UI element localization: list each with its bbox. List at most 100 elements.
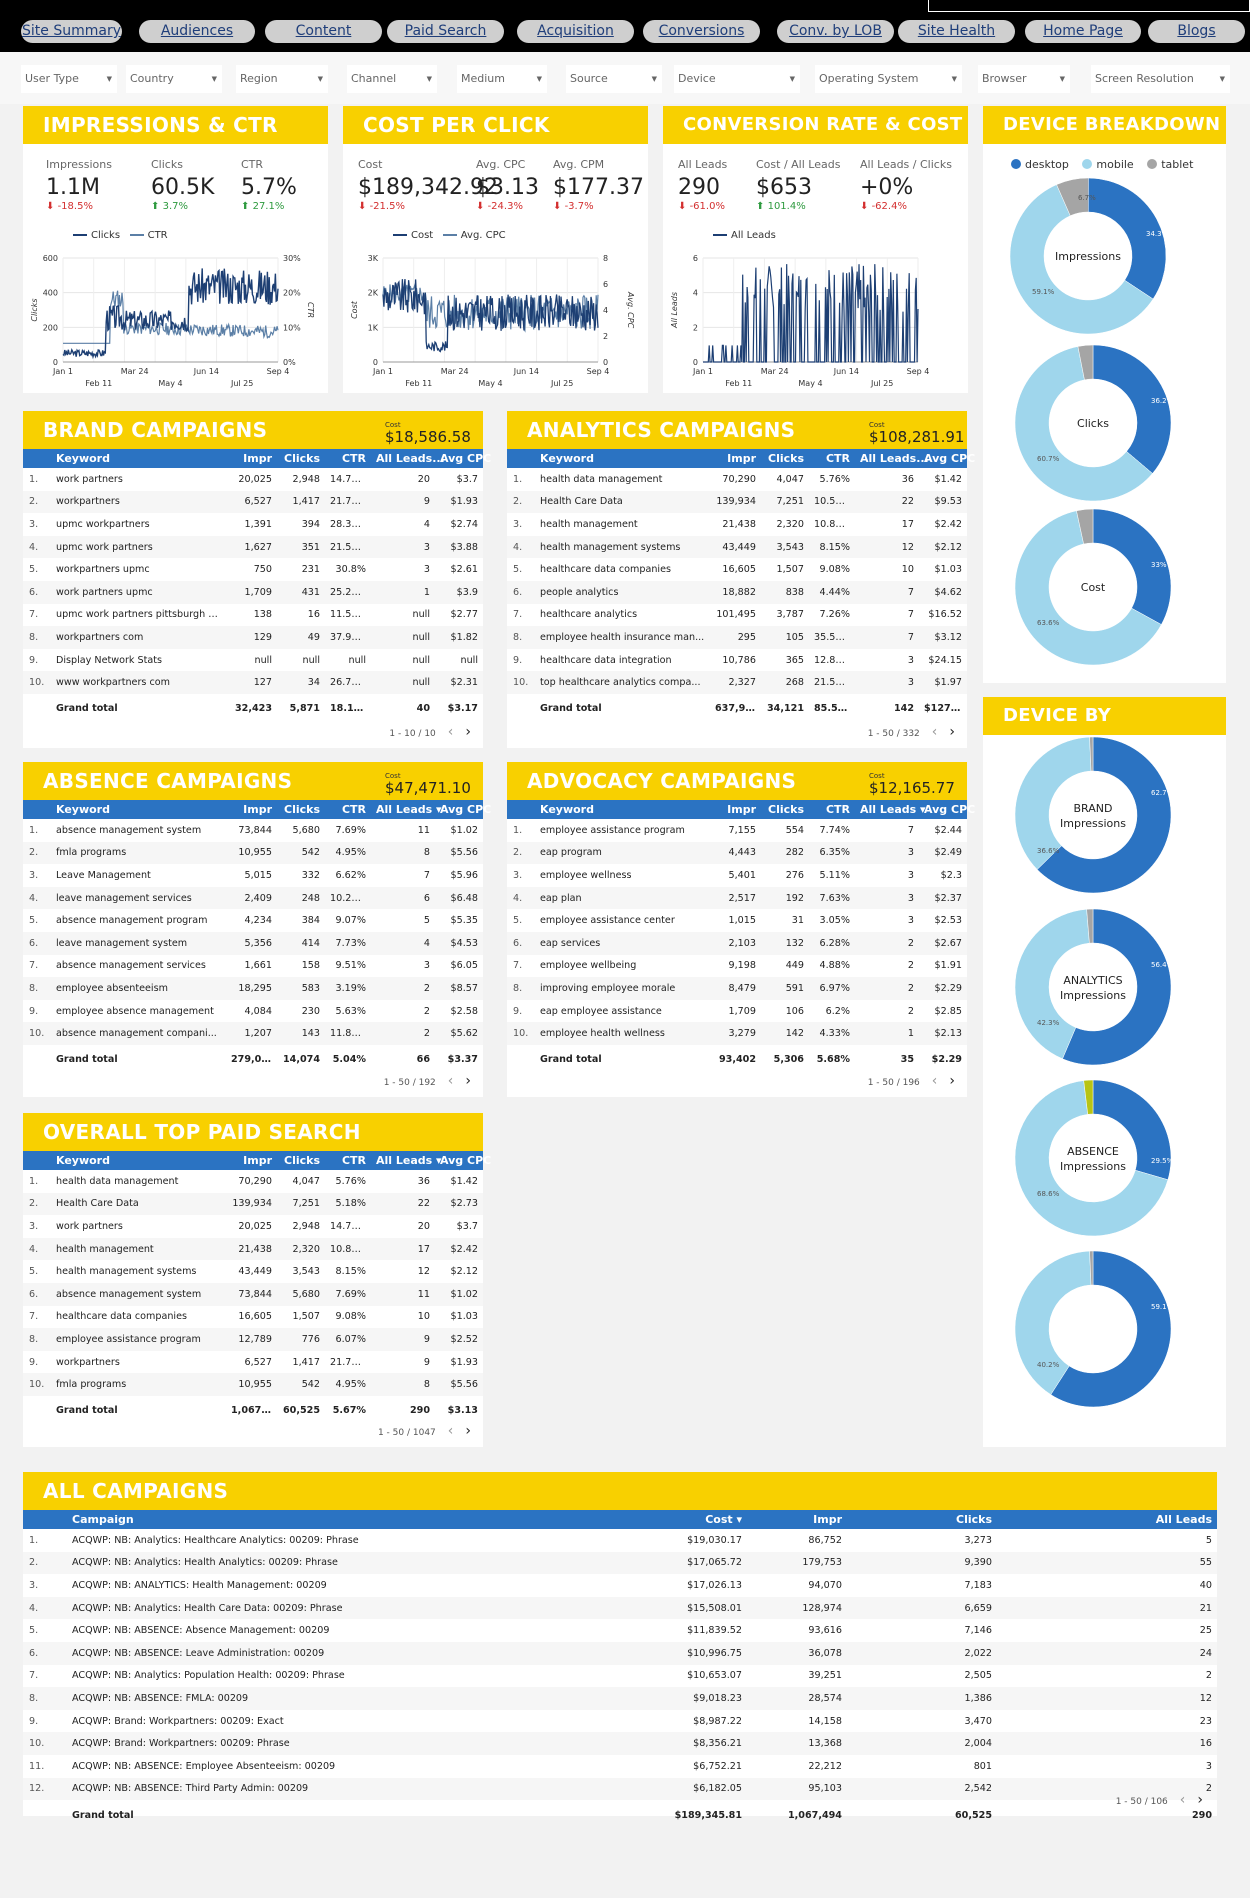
- table-row[interactable]: 2. Health Care Data 139,934 7,251 5.18% 22 $2.…: [23, 1192, 483, 1216]
- column-header[interactable]: Impr: [710, 800, 761, 819]
- table-row[interactable]: 9. healthcare data integration 10,786 365 12…: [507, 649, 967, 672]
- column-header[interactable]: Avg CPC: [435, 449, 491, 468]
- prev-page-icon[interactable]: ‹: [447, 1423, 454, 1439]
- table-row[interactable]: 7. absence management services 1,661 158 9.5…: [23, 955, 483, 978]
- column-header[interactable]: CTR: [325, 449, 371, 468]
- column-header[interactable]: CTR: [325, 800, 371, 819]
- table-row[interactable]: 7. ACQWP: NB: Analytics: Population Healt…: [23, 1665, 1217, 1688]
- nav-tab-home-page[interactable]: Home Page: [1025, 20, 1141, 43]
- filter-region[interactable]: Region ▼: [236, 65, 328, 93]
- filter-country[interactable]: Country ▼: [126, 65, 222, 93]
- table-row[interactable]: 11. ACQWP: NB: ABSENCE: Employee Absentee…: [23, 1755, 1217, 1778]
- table-row[interactable]: 8. employee health insurance man... 295 105…: [507, 626, 967, 649]
- column-header[interactable]: Avg CPC: [919, 800, 975, 819]
- nav-tab-audiences[interactable]: Audiences: [139, 20, 255, 43]
- table-row[interactable]: 6. ACQWP: NB: ABSENCE: Leave Administrati…: [23, 1641, 1217, 1665]
- table-row[interactable]: 2. ACQWP: NB: Analytics: Health Analytics…: [23, 1551, 1217, 1575]
- table-row[interactable]: 9. eap employee assistance 1,709 106 6.2% 2 $2…: [507, 1000, 967, 1023]
- column-header[interactable]: All Leads ▾: [371, 800, 442, 819]
- column-header[interactable]: Keyword: [535, 449, 710, 468]
- column-header[interactable]: Campaign: [67, 1510, 447, 1529]
- table-row[interactable]: 6. absence management system 73,844 5,680 7.…: [23, 1282, 483, 1306]
- next-page-icon[interactable]: ›: [949, 1073, 955, 1089]
- table-row[interactable]: 5. healthcare data companies 16,605 1,507 9.…: [507, 558, 967, 581]
- table-row[interactable]: 8. improving employee morale 8,479 591 6.97%…: [507, 977, 967, 1000]
- table-row[interactable]: 5. health management systems 43,449 3,543 8.…: [23, 1260, 483, 1283]
- table-row[interactable]: 6. eap services 2,103 132 6.28% 2 $2.67: [507, 931, 967, 955]
- table-row[interactable]: 8. employee assistance program 12,789 776 6.…: [23, 1328, 483, 1351]
- table-row[interactable]: 2. eap program 4,443 282 6.35% 3 $2.49: [507, 841, 967, 865]
- nav-tab-site-summary[interactable]: Site Summary: [21, 20, 122, 43]
- column-header[interactable]: Clicks: [277, 800, 325, 819]
- table-row[interactable]: 4. health management systems 43,449 3,543 8.…: [507, 535, 967, 559]
- column-header[interactable]: Avg CPC: [435, 1151, 491, 1170]
- column-header[interactable]: Avg CPC: [919, 449, 975, 468]
- table-row[interactable]: 1. health data management 70,290 4,047 5.76%…: [507, 468, 967, 491]
- column-header[interactable]: Keyword: [535, 800, 710, 819]
- prev-page-icon[interactable]: ‹: [1179, 1792, 1186, 1808]
- column-header[interactable]: All Leads ▾: [855, 800, 926, 819]
- next-page-icon[interactable]: ›: [465, 1423, 471, 1439]
- nav-tab-blogs[interactable]: Blogs: [1148, 20, 1245, 43]
- column-header[interactable]: All Leads...: [855, 449, 929, 468]
- table-row[interactable]: 5. ACQWP: NB: ABSENCE: Absence Management…: [23, 1619, 1217, 1642]
- table-row[interactable]: 2. fmla programs 10,955 542 4.95% 8 $5.56: [23, 841, 483, 865]
- column-header[interactable]: Clicks: [761, 449, 809, 468]
- column-header[interactable]: Impr: [747, 1510, 847, 1529]
- column-header[interactable]: All Leads: [997, 1510, 1217, 1529]
- column-header[interactable]: Keyword: [51, 1151, 226, 1170]
- prev-page-icon[interactable]: ‹: [931, 724, 938, 740]
- table-row[interactable]: 9. employee absence management 4,084 230 5.6…: [23, 1000, 483, 1023]
- nav-tab-conversions[interactable]: Conversions: [643, 20, 760, 43]
- column-header[interactable]: Clicks: [277, 449, 325, 468]
- filter-screen-resolution[interactable]: Screen Resolution ▼: [1091, 65, 1230, 93]
- column-header[interactable]: All Leads...: [371, 449, 445, 468]
- table-row[interactable]: 7. upmc work partners pittsburgh p... 138 1…: [23, 604, 483, 627]
- table-row[interactable]: 5. employee assistance center 1,015 31 3.05%…: [507, 909, 967, 932]
- table-row[interactable]: 5. workpartners upmc 750 231 30.8% 3 $2.61: [23, 558, 483, 581]
- column-header[interactable]: Clicks: [277, 1151, 325, 1170]
- table-row[interactable]: 4. ACQWP: NB: Analytics: Health Care Data…: [23, 1596, 1217, 1620]
- filter-user-type[interactable]: User Type ▼: [21, 65, 117, 93]
- table-row[interactable]: 7. healthcare data companies 16,605 1,507 9.…: [23, 1306, 483, 1329]
- table-row[interactable]: 3. ACQWP: NB: ANALYTICS: Health Managemen…: [23, 1574, 1217, 1597]
- next-page-icon[interactable]: ›: [1197, 1792, 1203, 1808]
- column-header[interactable]: Keyword: [51, 449, 226, 468]
- table-row[interactable]: 3. upmc workpartners 1,391 394 28.32% 4 $2.74: [23, 513, 483, 536]
- prev-page-icon[interactable]: ‹: [931, 1073, 938, 1089]
- table-row[interactable]: 8. ACQWP: NB: ABSENCE: FMLA: 00209 $9,018.…: [23, 1687, 1217, 1710]
- column-header[interactable]: Impr: [226, 449, 277, 468]
- table-row[interactable]: 1. work partners 20,025 2,948 14.72% 20 $3.7: [23, 468, 483, 491]
- column-header[interactable]: CTR: [809, 449, 855, 468]
- table-row[interactable]: 12. ACQWP: NB: ABSENCE: Third Party Admin…: [23, 1777, 1217, 1801]
- table-row[interactable]: 10. www workpartners com 127 34 26.77% null $2…: [23, 671, 483, 694]
- table-row[interactable]: 5. absence management program 4,234 384 9.07…: [23, 909, 483, 932]
- table-row[interactable]: 7. healthcare analytics 101,495 3,787 7.26% 7…: [507, 604, 967, 627]
- nav-tab-conv-by-lob[interactable]: Conv. by LOB: [777, 20, 894, 43]
- nav-tab-content[interactable]: Content: [265, 20, 382, 43]
- table-row[interactable]: 9. ACQWP: Brand: Workpartners: 00209: Exa…: [23, 1710, 1217, 1733]
- next-page-icon[interactable]: ›: [465, 724, 471, 740]
- table-row[interactable]: 3. employee wellness 5,401 276 5.11% 3 $2.3: [507, 864, 967, 887]
- table-row[interactable]: 10. ACQWP: Brand: Workpartners: 00209: Ph…: [23, 1732, 1217, 1755]
- table-row[interactable]: 1. ACQWP: NB: Analytics: Healthcare Analy…: [23, 1529, 1217, 1552]
- table-row[interactable]: 4. health management 21,438 2,320 10.82% 17 $2…: [23, 1237, 483, 1261]
- table-row[interactable]: 9. workpartners 6,527 1,417 21.71% 9 $1.93: [23, 1351, 483, 1374]
- table-row[interactable]: 10. fmla programs 10,955 542 4.95% 8 $5.56: [23, 1373, 483, 1396]
- column-header[interactable]: Keyword: [51, 800, 226, 819]
- next-page-icon[interactable]: ›: [465, 1073, 471, 1089]
- table-row[interactable]: 6. work partners upmc 1,709 431 25.22% 1 $3.9: [23, 580, 483, 604]
- column-header[interactable]: CTR: [809, 800, 855, 819]
- table-row[interactable]: 10. top healthcare analytics compa... 2,32…: [507, 671, 967, 694]
- filter-medium[interactable]: Medium ▼: [457, 65, 547, 93]
- table-row[interactable]: 6. people analytics 18,882 838 4.44% 7 $4.62: [507, 580, 967, 604]
- table-row[interactable]: 4. leave management services 2,409 248 10.29…: [23, 886, 483, 910]
- nav-tab-acquisition[interactable]: Acquisition: [517, 20, 634, 43]
- table-row[interactable]: 1. absence management system 73,844 5,680 7.…: [23, 819, 483, 842]
- table-row[interactable]: 2. workpartners 6,527 1,417 21.71% 9 $1.93: [23, 490, 483, 514]
- column-header[interactable]: All Leads ▾: [371, 1151, 442, 1170]
- table-row[interactable]: 6. leave management system 5,356 414 7.73% 4 $…: [23, 931, 483, 955]
- table-row[interactable]: 2. Health Care Data 139,934 7,251 10.56% 22 $9…: [507, 490, 967, 514]
- top-search-box[interactable]: [928, 0, 1250, 12]
- column-header[interactable]: Cost ▾: [447, 1510, 747, 1529]
